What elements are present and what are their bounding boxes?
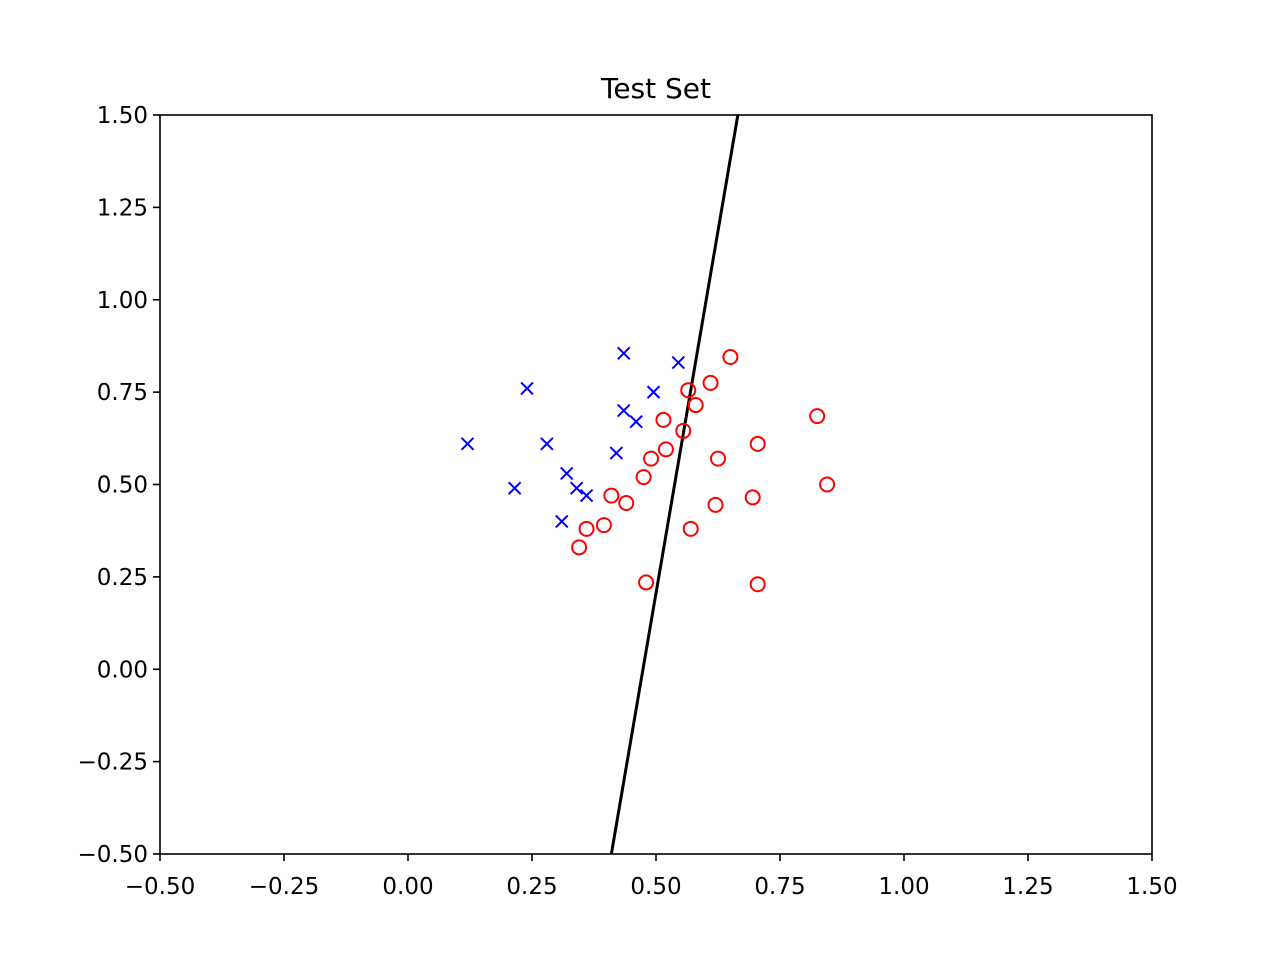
circle-marker-point (578, 520, 595, 537)
x-marker-point (460, 437, 475, 451)
x-marker-point (609, 446, 624, 460)
circle-marker-point (638, 574, 655, 591)
circle-marker-point (603, 487, 620, 504)
circle-marker-point (657, 441, 674, 458)
circle-marker-point (635, 469, 652, 486)
y-tick-label: −0.25 (78, 750, 148, 776)
x-marker-point (520, 381, 534, 396)
y-tick-label: 0.50 (97, 473, 148, 499)
x-marker-point (560, 466, 574, 481)
circle-marker-point (819, 476, 836, 493)
x-marker-point (617, 346, 631, 361)
x-tick-label: 0.00 (382, 874, 433, 900)
circle-marker-point (710, 450, 726, 467)
x-tick-label: 1.50 (1126, 874, 1177, 900)
circle-marker-point (809, 408, 826, 425)
chart-title: Test Set (600, 72, 711, 105)
y-tick-label: 1.25 (97, 195, 148, 221)
circle-marker-point (680, 382, 697, 399)
y-tick-label: 1.00 (97, 288, 148, 314)
x-tick-label: −0.50 (125, 874, 195, 900)
circle-marker-point (744, 489, 761, 506)
y-tick-label: 0.00 (97, 657, 148, 683)
circle-marker-point (618, 494, 635, 511)
x-marker-point (617, 403, 631, 418)
circle-marker-point (707, 496, 724, 513)
axes-frame (159, 114, 1153, 855)
x-marker-point (671, 355, 686, 370)
x-marker-point (569, 481, 584, 495)
plot-inner (460, 115, 836, 854)
x-marker-point (540, 437, 554, 451)
decision-boundary-line (609, 115, 740, 854)
y-tick-label: 0.25 (97, 565, 148, 591)
x-marker-point (507, 481, 522, 495)
circle-marker-point (722, 349, 739, 366)
y-tick-label: −0.50 (78, 842, 148, 868)
x-tick-label: 1.25 (1002, 874, 1053, 900)
circle-marker-point (749, 576, 766, 593)
circle-marker-point (643, 450, 660, 467)
circle-marker-point (675, 422, 692, 439)
plot-area (460, 115, 836, 854)
circle-marker-point (702, 374, 719, 391)
circle-marker-point (595, 517, 612, 534)
x-tick-label: 0.50 (630, 874, 681, 900)
x-marker-point (646, 385, 661, 399)
circle-marker-point (655, 411, 672, 428)
x-marker-point (555, 514, 569, 529)
x-tick-label: 1.00 (878, 874, 929, 900)
circle-marker-point (682, 520, 699, 537)
x-tick-label: −0.25 (249, 874, 319, 900)
circle-marker-point (749, 435, 766, 452)
x-tick-label: 0.75 (754, 874, 805, 900)
x-marker-point (579, 488, 594, 503)
x-marker-point (629, 414, 643, 429)
y-tick-label: 0.75 (97, 380, 148, 406)
x-tick-label: 0.25 (506, 874, 557, 900)
axes: −0.50 −0.25 0.00 0.25 0.50 0.75 1.00 1.25 1.50 −0… (78, 103, 1178, 900)
y-tick-label: 1.50 (97, 103, 148, 129)
circle-marker-point (571, 539, 588, 556)
circle-marker-point (687, 397, 704, 414)
